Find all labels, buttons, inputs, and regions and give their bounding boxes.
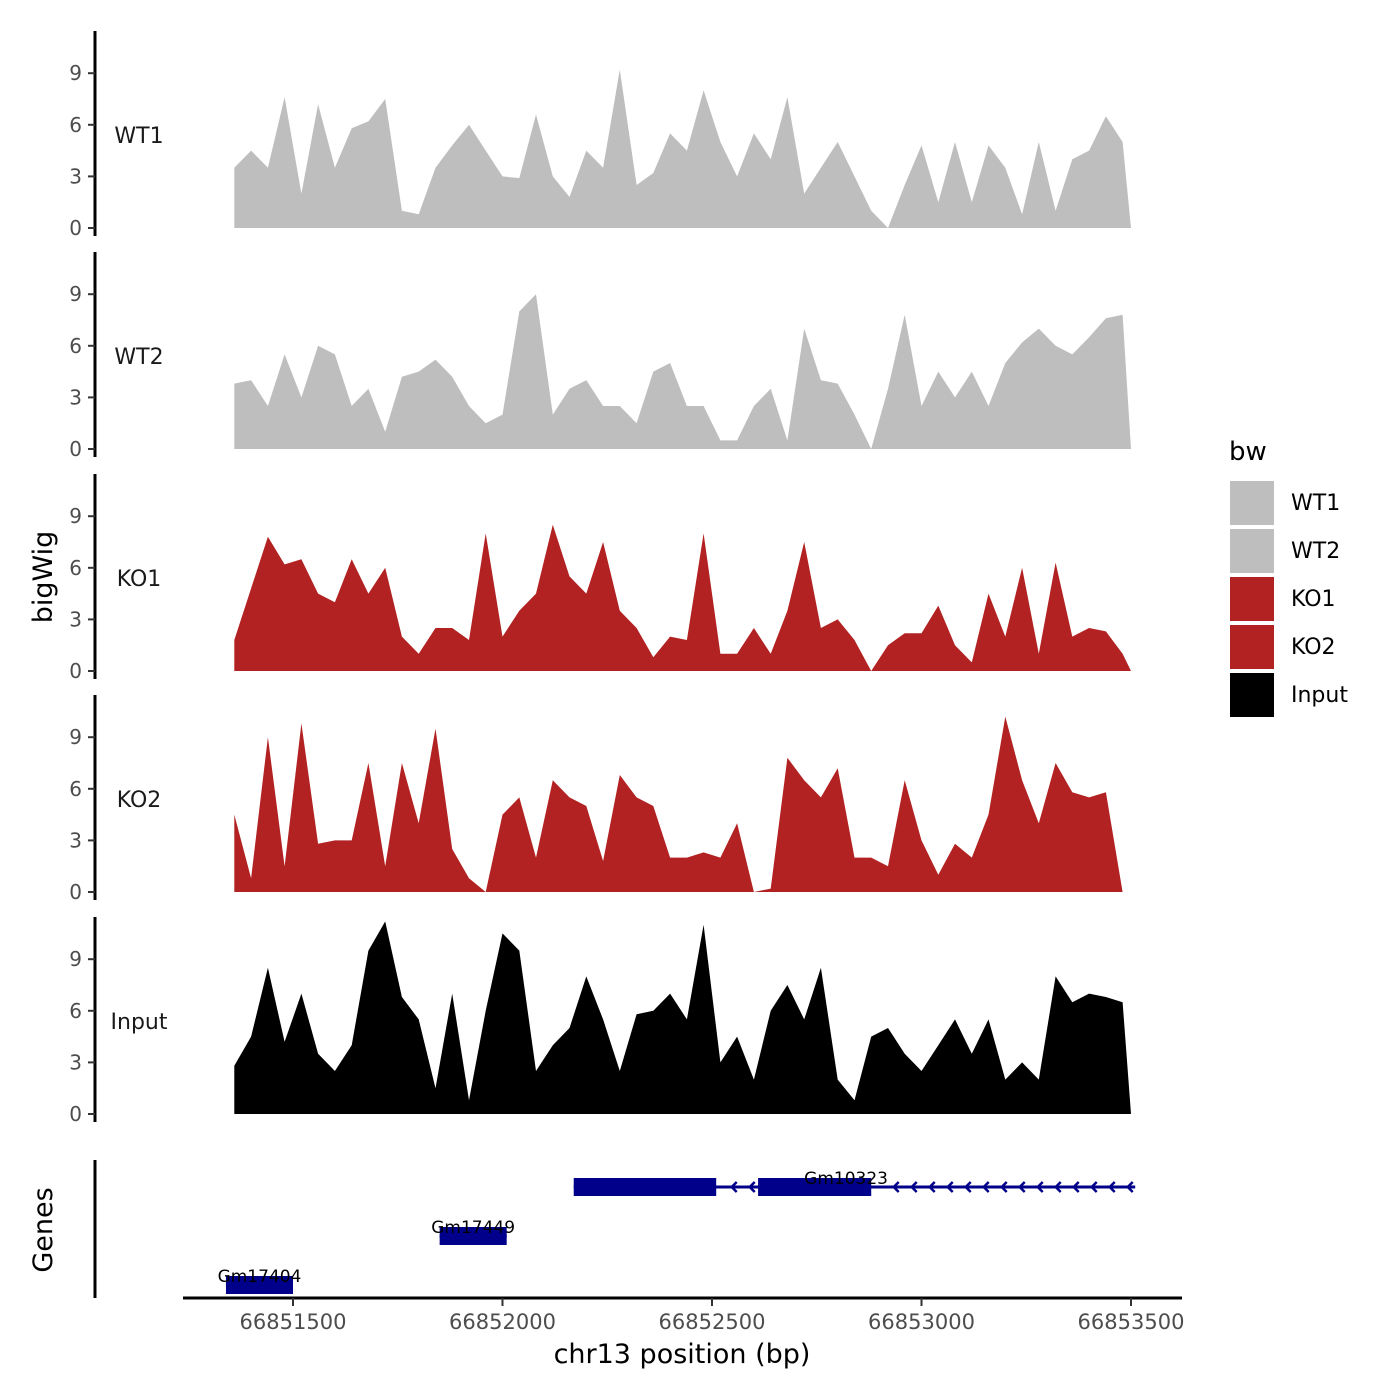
y-tick-label: 9 xyxy=(69,725,82,749)
y-tick-label: 0 xyxy=(69,659,82,683)
track-input: 0 3 6 9 Input xyxy=(69,917,1132,1126)
series-area-ko1 xyxy=(234,524,1132,671)
legend-swatch xyxy=(1228,575,1276,623)
legend-label: KO2 xyxy=(1291,635,1336,660)
y-tick-label: 6 xyxy=(69,777,82,801)
tracks: 0 3 6 9 WT1 0 3 6 9 WT2 0 3 6 9 KO1 0 3 6 9 KO2 0 3 6 9 Input xyxy=(69,31,1132,1126)
legend-label: WT2 xyxy=(1291,539,1340,564)
y-tick-label: 6 xyxy=(69,334,82,358)
track-label: Input xyxy=(111,1010,168,1035)
legend: bw WT1 WT2 KO1 KO2 Input xyxy=(1228,437,1348,719)
gene-label: Gm10323 xyxy=(804,1169,888,1189)
series-area-ko2 xyxy=(234,716,1132,892)
track-label: KO1 xyxy=(117,567,162,592)
y-tick-label: 0 xyxy=(69,880,82,904)
gene-label: Gm17404 xyxy=(218,1267,302,1287)
gene-gm10323: Gm10323 xyxy=(573,1169,1136,1196)
x-tick-label: 66852000 xyxy=(449,1310,556,1334)
x-tick-label: 66853500 xyxy=(1078,1310,1185,1334)
genes-axis-label: Genes xyxy=(28,1187,59,1272)
y-tick-label: 9 xyxy=(69,947,82,971)
strand-arrow xyxy=(1125,1181,1134,1193)
strand-arrow xyxy=(999,1181,1008,1193)
y-tick-label: 3 xyxy=(69,1050,82,1074)
gene-gm17449: Gm17449 xyxy=(431,1218,515,1245)
track-ko2: 0 3 6 9 KO2 xyxy=(69,695,1132,904)
strand-arrow xyxy=(909,1181,918,1193)
y-tick-label: 6 xyxy=(69,113,82,137)
y-tick-label: 9 xyxy=(69,61,82,85)
y-tick-label: 6 xyxy=(69,999,82,1023)
x-axis: 66851500 66852000 66852500 66853000 66853500 xyxy=(183,1296,1185,1334)
x-tick-label: 66852500 xyxy=(659,1310,766,1334)
gene-exon xyxy=(225,1276,293,1294)
series-area-wt2 xyxy=(234,294,1132,449)
y-axis-label: bigWig xyxy=(28,531,59,624)
track-label: WT2 xyxy=(114,345,163,370)
legend-label: WT1 xyxy=(1291,491,1340,516)
genes-track: Gm10323 Gm17449 Gm17404 xyxy=(93,1160,1136,1298)
y-tick-label: 3 xyxy=(69,164,82,188)
series-area-input xyxy=(234,921,1132,1114)
gene-gm17404: Gm17404 xyxy=(218,1267,302,1294)
strand-arrow xyxy=(1035,1181,1044,1193)
x-tick-label: 66851500 xyxy=(240,1310,347,1334)
strand-arrow xyxy=(981,1181,990,1193)
y-tick-label: 3 xyxy=(69,607,82,631)
y-tick-label: 0 xyxy=(69,1102,82,1126)
strand-arrow xyxy=(1071,1181,1080,1193)
strand-arrow xyxy=(1089,1181,1098,1193)
strand-arrow xyxy=(1017,1181,1026,1193)
legend-swatch xyxy=(1228,623,1276,671)
strand-arrow xyxy=(729,1181,738,1193)
track-label: KO2 xyxy=(117,788,162,813)
y-tick-label: 3 xyxy=(69,828,82,852)
strand-arrow xyxy=(945,1181,954,1193)
x-tick-label: 66853000 xyxy=(868,1310,975,1334)
strand-arrow xyxy=(891,1181,900,1193)
y-tick-label: 9 xyxy=(69,282,82,306)
track-wt1: 0 3 6 9 WT1 xyxy=(69,31,1132,240)
legend-swatch xyxy=(1228,527,1276,575)
strand-arrow xyxy=(1107,1181,1116,1193)
series-area-wt1 xyxy=(234,69,1132,228)
strand-arrow xyxy=(963,1181,972,1193)
gene-exon xyxy=(439,1227,507,1245)
gene-exon xyxy=(758,1178,872,1196)
legend-swatch xyxy=(1228,479,1276,527)
track-label: WT1 xyxy=(114,124,163,149)
gene-label: Gm17449 xyxy=(431,1218,515,1238)
strand-arrow xyxy=(927,1181,936,1193)
y-tick-label: 9 xyxy=(69,504,82,528)
legend-title: bw xyxy=(1229,437,1267,467)
track-ko1: 0 3 6 9 KO1 xyxy=(69,474,1132,683)
legend-label: Input xyxy=(1291,683,1348,708)
y-tick-label: 0 xyxy=(69,216,82,240)
strand-arrow xyxy=(747,1181,756,1193)
y-tick-label: 6 xyxy=(69,556,82,580)
y-tick-label: 0 xyxy=(69,437,82,461)
legend-swatch xyxy=(1228,671,1276,719)
track-wt2: 0 3 6 9 WT2 xyxy=(69,252,1132,461)
strand-arrow xyxy=(1053,1181,1062,1193)
gene-exon xyxy=(573,1178,717,1196)
x-axis-label: chr13 position (bp) xyxy=(554,1339,811,1370)
y-tick-label: 3 xyxy=(69,385,82,409)
legend-label: KO1 xyxy=(1291,587,1336,612)
